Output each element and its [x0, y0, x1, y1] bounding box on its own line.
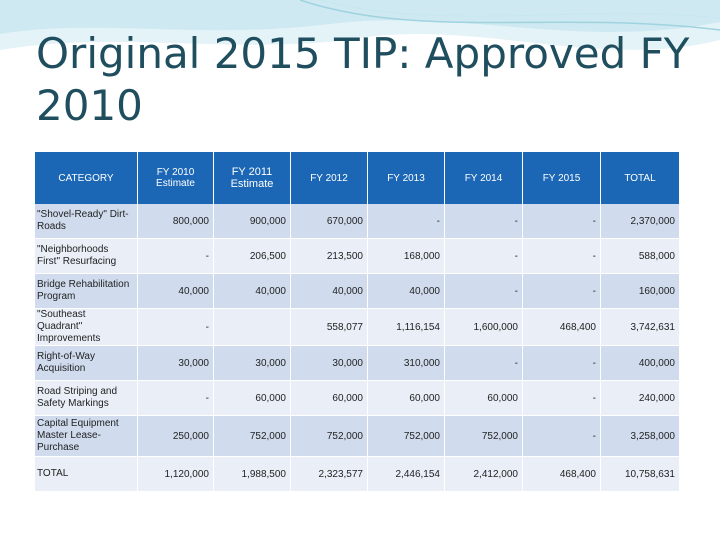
- table-row: "Neighborhoods First" Resurfacing - 206,…: [35, 239, 679, 274]
- column-header-fy2010: FY 2010 Estimate: [138, 152, 214, 204]
- row-category: Road Striping and Safety Markings: [35, 381, 138, 416]
- cell-fy2011: 1,988,500: [214, 457, 291, 492]
- table-row: Bridge Rehabilitation Program 40,000 40,…: [35, 274, 679, 309]
- cell-fy2011: 752,000: [214, 416, 291, 457]
- cell-fy2014: -: [445, 274, 523, 309]
- cell-total: 3,742,631: [601, 309, 679, 346]
- cell-fy2013: 40,000: [368, 274, 445, 309]
- row-category: Right-of-Way Acquisition: [35, 346, 138, 381]
- cell-fy2010: 30,000: [138, 346, 214, 381]
- cell-fy2014: -: [445, 204, 523, 239]
- cell-fy2012: 213,500: [291, 239, 368, 274]
- row-category: Capital Equipment Master Lease-Purchase: [35, 416, 138, 457]
- cell-fy2015: -: [523, 274, 601, 309]
- cell-fy2011: 30,000: [214, 346, 291, 381]
- cell-fy2015: -: [523, 239, 601, 274]
- cell-fy2012: 40,000: [291, 274, 368, 309]
- cell-fy2013: 60,000: [368, 381, 445, 416]
- cell-fy2015: -: [523, 346, 601, 381]
- row-category: "Southeast Quadrant" Improvements: [35, 309, 138, 346]
- table-row: Road Striping and Safety Markings - 60,0…: [35, 381, 679, 416]
- cell-fy2014: 60,000: [445, 381, 523, 416]
- cell-fy2012: 60,000: [291, 381, 368, 416]
- cell-total: 160,000: [601, 274, 679, 309]
- column-header-total: TOTAL: [601, 152, 679, 204]
- cell-fy2014: 752,000: [445, 416, 523, 457]
- cell-fy2015: -: [523, 204, 601, 239]
- cell-fy2010: 250,000: [138, 416, 214, 457]
- column-header-fy2013: FY 2013: [368, 152, 445, 204]
- cell-fy2010: 40,000: [138, 274, 214, 309]
- cell-fy2010: -: [138, 381, 214, 416]
- cell-fy2014: -: [445, 346, 523, 381]
- cell-total: 240,000: [601, 381, 679, 416]
- cell-fy2011: 60,000: [214, 381, 291, 416]
- column-header-category: CATEGORY: [35, 152, 138, 204]
- row-category: TOTAL: [35, 457, 138, 492]
- decorative-wave-banner: [0, 0, 720, 50]
- cell-fy2013: 168,000: [368, 239, 445, 274]
- cell-fy2011: 206,500: [214, 239, 291, 274]
- table-row: "Shovel-Ready" Dirt-Roads 800,000 900,00…: [35, 204, 679, 239]
- cell-fy2014: 2,412,000: [445, 457, 523, 492]
- cell-total: 3,258,000: [601, 416, 679, 457]
- cell-fy2011: 900,000: [214, 204, 291, 239]
- table-header-row: CATEGORY FY 2010 Estimate FY 2011 Estima…: [35, 152, 679, 204]
- cell-fy2015: 468,400: [523, 309, 601, 346]
- cell-total: 2,370,000: [601, 204, 679, 239]
- cell-fy2012: 2,323,577: [291, 457, 368, 492]
- cell-fy2010: 800,000: [138, 204, 214, 239]
- table-row: "Southeast Quadrant" Improvements - 558,…: [35, 309, 679, 346]
- row-category: "Neighborhoods First" Resurfacing: [35, 239, 138, 274]
- column-header-fy2014: FY 2014: [445, 152, 523, 204]
- cell-total: 10,758,631: [601, 457, 679, 492]
- cell-fy2014: -: [445, 239, 523, 274]
- table-row: Capital Equipment Master Lease-Purchase …: [35, 416, 679, 457]
- cell-fy2012: 752,000: [291, 416, 368, 457]
- cell-fy2011: [214, 309, 291, 346]
- page-title: Original 2015 TIP: Approved FY 2010: [36, 29, 690, 130]
- column-header-fy2015: FY 2015: [523, 152, 601, 204]
- cell-fy2015: 468,400: [523, 457, 601, 492]
- column-header-fy2012: FY 2012: [291, 152, 368, 204]
- cell-fy2011: 40,000: [214, 274, 291, 309]
- cell-fy2012: 670,000: [291, 204, 368, 239]
- cell-fy2015: -: [523, 416, 601, 457]
- table-row-total: TOTAL 1,120,000 1,988,500 2,323,577 2,44…: [35, 457, 679, 492]
- row-category: "Shovel-Ready" Dirt-Roads: [35, 204, 138, 239]
- cell-fy2010: -: [138, 309, 214, 346]
- cell-fy2013: -: [368, 204, 445, 239]
- tip-budget-table: CATEGORY FY 2010 Estimate FY 2011 Estima…: [35, 152, 679, 492]
- cell-fy2013: 752,000: [368, 416, 445, 457]
- cell-total: 588,000: [601, 239, 679, 274]
- cell-fy2015: -: [523, 381, 601, 416]
- column-header-fy2011: FY 2011 Estimate: [214, 152, 291, 204]
- cell-fy2014: 1,600,000: [445, 309, 523, 346]
- cell-fy2012: 30,000: [291, 346, 368, 381]
- cell-fy2010: 1,120,000: [138, 457, 214, 492]
- table-row: Right-of-Way Acquisition 30,000 30,000 3…: [35, 346, 679, 381]
- cell-fy2012: 558,077: [291, 309, 368, 346]
- cell-fy2013: 1,116,154: [368, 309, 445, 346]
- cell-fy2013: 310,000: [368, 346, 445, 381]
- cell-total: 400,000: [601, 346, 679, 381]
- cell-fy2010: -: [138, 239, 214, 274]
- row-category: Bridge Rehabilitation Program: [35, 274, 138, 309]
- cell-fy2013: 2,446,154: [368, 457, 445, 492]
